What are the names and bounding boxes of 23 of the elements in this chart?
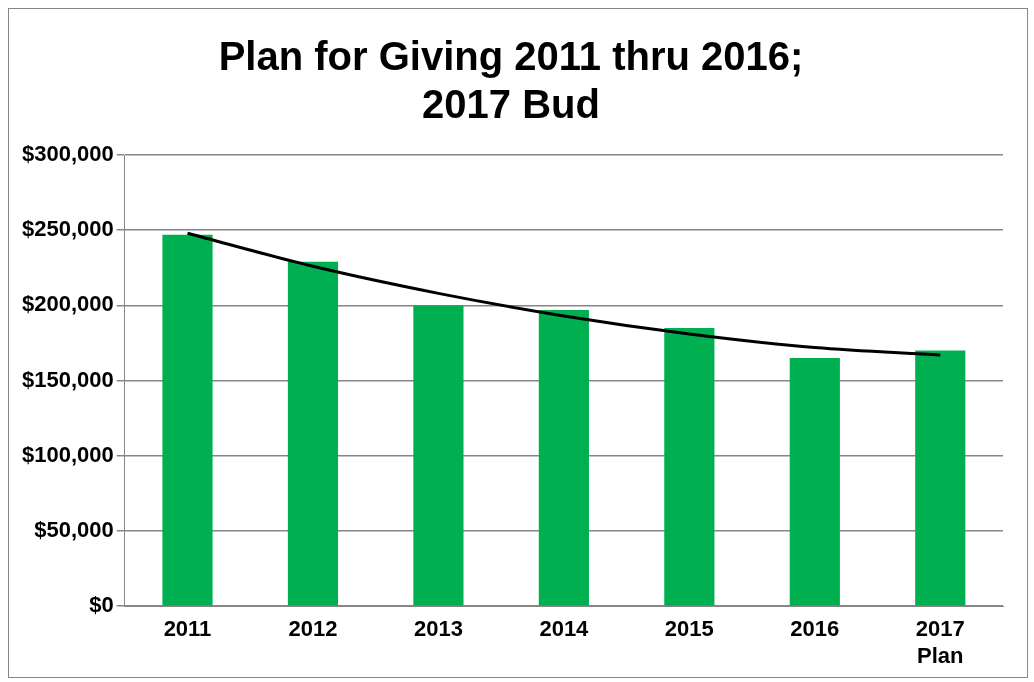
y-tick-label: $100,000: [21, 441, 114, 467]
y-tick-label: $200,000: [21, 291, 114, 317]
bar: [915, 350, 966, 606]
x-tick-label: 2017 Plan: [915, 616, 965, 668]
y-tick-label: $0: [89, 592, 114, 618]
y-tick-label: $250,000: [21, 216, 114, 242]
bar: [538, 309, 589, 606]
x-tick-label: 2011: [163, 616, 212, 642]
line-series: [185, 231, 942, 357]
y-tick-label: $50,000: [34, 517, 114, 543]
bar: [789, 358, 840, 606]
x-tick-label: 2013: [413, 616, 463, 642]
x-tick-label: 2014: [539, 616, 590, 642]
bar: [287, 261, 339, 606]
bar: [162, 234, 213, 606]
x-tick-label: 2015: [664, 616, 714, 642]
bar: [664, 327, 715, 606]
x-tick-label: 2012: [288, 616, 338, 642]
chart-title: Plan for Giving 2011 thru 2016; 2017 Bud: [218, 34, 804, 127]
y-tick-label: $150,000: [21, 366, 114, 392]
x-tick-label: 2016: [790, 616, 840, 642]
y-tick-label: $300,000: [21, 141, 114, 167]
bar: [413, 305, 464, 606]
